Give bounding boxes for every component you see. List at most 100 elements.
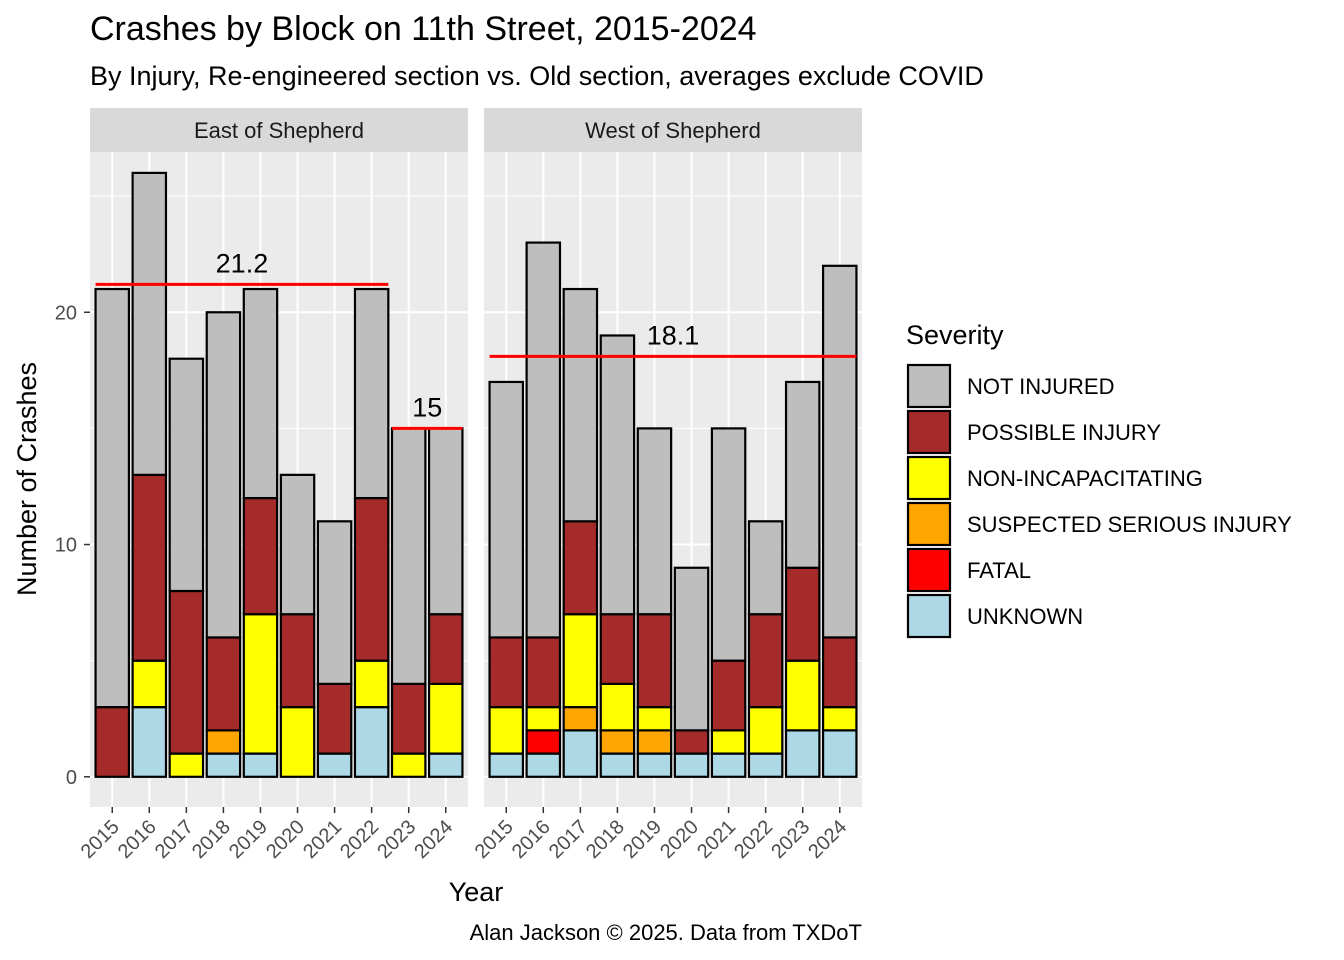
legend: Severity NOT INJURED POSSIBLE INJURY NON-IN… [906,320,1292,639]
bar-segment-unknown [427,752,464,778]
bar-segment-possible-injury [427,613,464,685]
x-tick-label: 2022 [730,816,777,863]
y-axis-title: Number of Crashes [12,362,42,596]
bar-segment-unknown [131,706,168,778]
bar-segment-possible-injury [168,589,205,755]
bar-segment-possible-injury [316,682,353,755]
legend-swatch-non-incapacitating [906,455,952,501]
bar-segment-non-incapacitating [821,706,858,732]
bar-segment-not-injured [353,287,390,500]
x-tick-label: 2023 [767,816,814,863]
x-tick-label: 2024 [804,816,851,863]
x-tick-label: 2024 [410,816,457,863]
legend-swatch-unknown [906,593,952,639]
bar-segment-unknown [821,729,858,778]
legend-label-fatal: FATAL [967,558,1031,583]
bar-segment-non-incapacitating [747,706,784,755]
legend-label-not-injured: NOT INJURED [967,374,1115,399]
bar-segment-suspected-serious-injury [636,729,673,755]
bar-segment-possible-injury [525,636,562,709]
bar-segment-unknown [710,752,747,778]
bar-segment-non-incapacitating [353,659,390,709]
facet-strip [90,108,468,152]
x-tick-label: 2020 [262,816,309,863]
x-tick-label: 2021 [693,816,740,863]
legend-label-unknown: UNKNOWN [967,604,1083,629]
x-tick-label: 2016 [508,816,555,863]
x-tick-label: 2017 [151,816,198,863]
bar-segment-not-injured [525,241,562,639]
bar-segment-not-injured [390,427,427,685]
average-label: 15 [412,392,442,422]
bar-segment-non-incapacitating [427,682,464,755]
bar-segment-possible-injury [94,706,131,778]
average-label: 21.2 [216,248,269,278]
bar-segment-possible-injury [784,566,821,662]
bar-segment-unknown [353,706,390,778]
x-tick-label: 2018 [188,816,235,863]
bar-segment-not-injured [94,287,131,709]
bar-segment-fatal [525,729,562,755]
bar-segment-not-injured [747,520,784,616]
bar-segment-non-incapacitating [784,659,821,732]
bar-segment-non-incapacitating [168,752,205,778]
x-tick-label: 2021 [299,816,346,863]
bar-segment-not-injured [316,520,353,685]
bar-segment-non-incapacitating [562,613,599,709]
x-tick-label: 2022 [336,816,383,863]
x-tick-label: 2020 [656,816,703,863]
bar-segment-not-injured [562,287,599,523]
bar-segment-possible-injury [279,613,316,709]
x-tick-label: 2019 [225,816,272,863]
bar-segment-unknown [599,752,636,778]
bar-segment-possible-injury [636,613,673,709]
x-tick-label: 2018 [582,816,629,863]
bar-segment-not-injured [279,473,316,616]
bar-segment-non-incapacitating [599,682,636,732]
bar-segment-possible-injury [562,520,599,616]
facet-strip-label: East of Shepherd [194,118,364,143]
bar-segment-suspected-serious-injury [599,729,636,755]
x-tick-label: 2023 [373,816,420,863]
bar-segment-possible-injury [673,729,710,755]
y-tick-label: 10 [55,535,77,557]
bar-segment-possible-injury [205,636,242,732]
legend-swatch-possible-injury [906,409,952,455]
bar-segment-non-incapacitating [488,706,525,755]
legend-label-suspected-serious-injury: SUSPECTED SERIOUS INJURY [967,512,1292,537]
bar-segment-unknown [747,752,784,778]
bar-segment-suspected-serious-injury [205,729,242,755]
legend-label-non-incapacitating: NON-INCAPACITATING [967,466,1203,491]
chart-subtitle: By Injury, Re-engineered section vs. Old… [90,61,984,91]
facet-strip-label: West of Shepherd [585,118,761,143]
x-tick-label: 2015 [77,816,124,863]
bar-segment-suspected-serious-injury [562,706,599,732]
bar-segment-non-incapacitating [636,706,673,732]
bar-segment-possible-injury [488,636,525,709]
bar-segment-not-injured [131,171,168,476]
bar-segment-non-incapacitating [242,613,279,755]
bar-segment-not-injured [784,380,821,569]
x-tick-label: 2015 [471,816,518,863]
bar-segment-unknown [242,752,279,778]
bar-segment-non-incapacitating [710,729,747,755]
bar-segment-unknown [562,729,599,778]
x-tick-label: 2017 [545,816,592,863]
bar-segment-not-injured [710,427,747,662]
legend-swatch-fatal [906,547,952,593]
bar-segment-unknown [525,752,562,778]
x-tick-label: 2019 [619,816,666,863]
bar-segment-non-incapacitating [131,659,168,709]
bar-segment-not-injured [599,334,636,616]
legend-title: Severity [906,320,1004,350]
chart-title: Crashes by Block on 11th Street, 2015-20… [90,10,757,48]
panel-east-of-shepherd: East of Shepherd21.215201520162017201820… [77,108,468,863]
y-tick-label: 0 [66,767,77,789]
bar-segment-not-injured [168,357,205,593]
bar-segment-unknown [784,729,821,778]
bar-segment-not-injured [205,311,242,639]
bar-segment-unknown [636,752,673,778]
bar-segment-possible-injury [353,496,390,662]
